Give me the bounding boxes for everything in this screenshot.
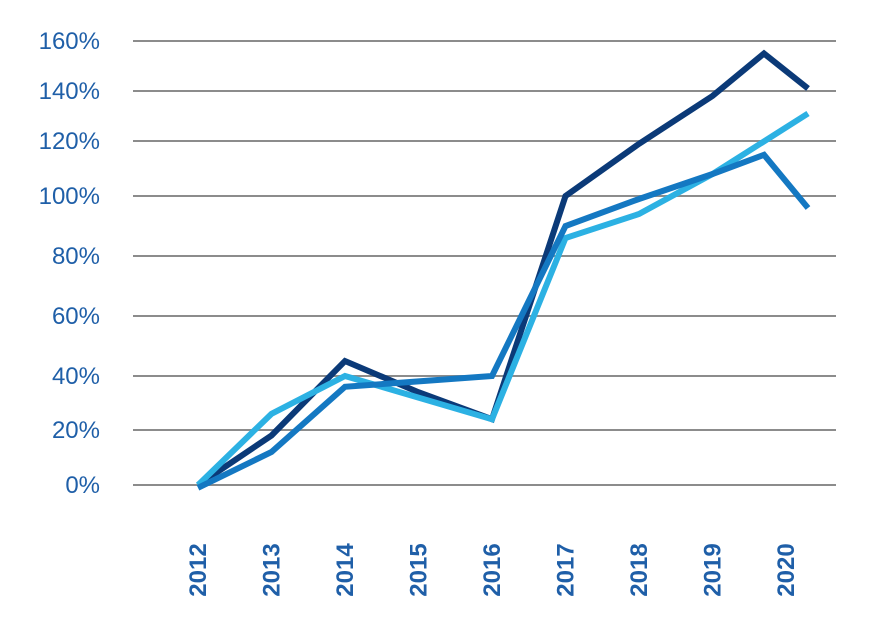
x-tick-label: 2016 xyxy=(479,543,506,596)
series-line-2 xyxy=(195,110,810,488)
y-tick-label: 100% xyxy=(39,183,100,210)
series-line-3 xyxy=(196,151,811,491)
x-tick-label: 2020 xyxy=(773,543,800,596)
gridlines xyxy=(133,40,836,486)
x-tick-label: 2019 xyxy=(700,543,727,596)
y-tick-label: 60% xyxy=(52,303,100,330)
y-tick-label: 80% xyxy=(52,243,100,270)
series-lines xyxy=(195,49,811,491)
y-axis-tick-labels: 0% 20% 40% 60% 80% 100% 120% 140% 160% xyxy=(39,28,100,499)
y-tick-label: 160% xyxy=(39,28,100,55)
x-tick-label: 2012 xyxy=(185,543,212,596)
y-tick-label: 140% xyxy=(39,78,100,105)
x-tick-label: 2017 xyxy=(553,543,580,596)
y-tick-label: 40% xyxy=(52,363,100,390)
y-tick-label: 120% xyxy=(39,128,100,155)
x-tick-label: 2013 xyxy=(259,543,286,596)
x-tick-label: 2015 xyxy=(406,543,433,596)
x-tick-label: 2018 xyxy=(626,543,653,596)
x-tick-label: 2014 xyxy=(332,543,359,597)
y-tick-label: 0% xyxy=(65,472,100,499)
y-tick-label: 20% xyxy=(52,417,100,444)
series-line-1 xyxy=(196,49,810,488)
x-axis-tick-labels: 2012 2013 2014 2015 2016 2017 2018 2019 2020 xyxy=(185,543,800,597)
